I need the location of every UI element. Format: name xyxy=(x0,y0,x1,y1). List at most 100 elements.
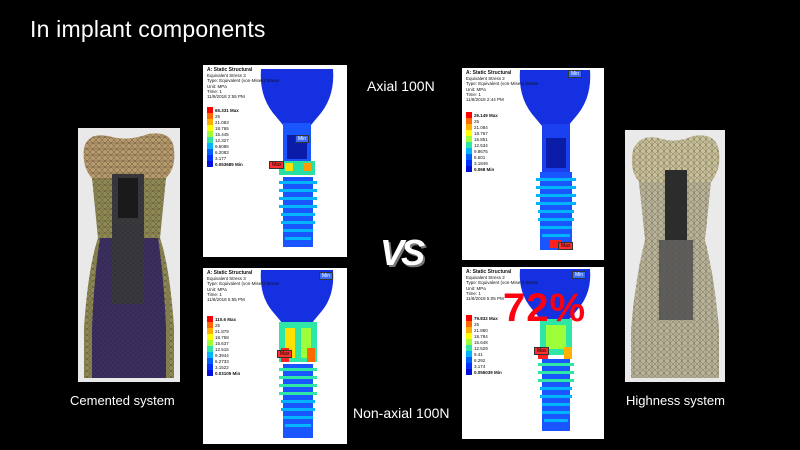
min-tag: Min xyxy=(568,70,583,78)
legend-row: 21.879 xyxy=(207,328,247,334)
legend-value: 3.1522 xyxy=(215,364,229,370)
highness-system-caption: Highness system xyxy=(626,393,725,408)
header-line: A: Static Structural xyxy=(207,270,253,276)
header-line: Time: 1 xyxy=(207,291,222,297)
legend-max: 65.331 Max xyxy=(215,107,239,113)
legend-row: 15.851 xyxy=(466,136,506,142)
min-tag: Min xyxy=(319,272,334,280)
legend-value: 12.516 xyxy=(215,346,229,352)
legend-row: 0.03105 Min xyxy=(207,370,247,376)
legend-row: 25 xyxy=(466,321,506,327)
legend-value: 21.880 xyxy=(474,327,488,333)
legend-row: 0.056039 Min xyxy=(466,369,506,375)
legend-value: 25 xyxy=(215,113,221,119)
header-line: Time: 1 xyxy=(466,91,481,97)
legend-value: 12.327 xyxy=(215,137,229,143)
legend-max: 26.149 Max xyxy=(474,112,498,118)
legend-value: 6.501 xyxy=(474,154,486,160)
header-line: Unit: MPa xyxy=(466,86,486,92)
panel-header: A: Static Structural Equivalent Stress 2… xyxy=(466,70,539,103)
legend-value: 15.445 xyxy=(215,131,229,137)
legend-value: 21.084 xyxy=(474,124,488,130)
legend-row: 9.41 xyxy=(466,351,506,357)
legend-row: 65.331 Max xyxy=(207,107,247,113)
legend-row: 25 xyxy=(207,113,247,119)
legend-row: 12.529 xyxy=(466,345,506,351)
legend-row: 15.648 xyxy=(466,339,506,345)
header-line: Type: Equivalent (von-Mises) Stress xyxy=(466,81,539,87)
legend-value: 21.083 xyxy=(215,119,229,125)
legend-value: 25 xyxy=(474,321,480,327)
legend-value: 6.2083 xyxy=(215,149,229,155)
legend-value: 18.758 xyxy=(215,334,229,340)
legend-row: 79.832 Max xyxy=(466,315,506,321)
header-line: Unit: MPa xyxy=(207,286,227,292)
legend-value: 15.637 xyxy=(215,340,229,346)
min-tag: Min xyxy=(572,271,587,279)
max-tag: Max xyxy=(558,242,574,250)
legend-row: 3.177 xyxy=(207,155,247,161)
header-line: 11/8/2018 5:05 PM xyxy=(466,296,504,302)
stress-panel-nonaxial-highness: A: Static Structural Equivalent Stress 2… xyxy=(462,267,604,439)
legend-row: 25 xyxy=(466,118,506,124)
legend-row: 18.758 xyxy=(207,334,247,340)
panel-header: A: Static Structural Equivalent Stress 3… xyxy=(207,270,280,302)
vs-label: VS xyxy=(380,232,425,273)
legend-value: 6.292 xyxy=(474,357,486,363)
legend-row: 12.534 xyxy=(466,142,506,148)
legend-value: 9.41 xyxy=(474,351,483,357)
legend-value: 6.2733 xyxy=(215,358,229,364)
legend-max: 110.6 Max xyxy=(215,316,237,322)
header-line: Equivalent Stress 3 xyxy=(207,276,246,282)
legend-value: 3.1849 xyxy=(474,160,488,166)
stress-legend: 26.149 Max 25 21.084 18.767 15.851 12.53… xyxy=(466,112,506,172)
stress-legend: 65.331 Max 25 21.083 18.765 15.445 12.32… xyxy=(207,107,247,167)
legend-row: 9.3944 xyxy=(207,352,247,358)
implant-stress-plot xyxy=(260,69,334,247)
legend-min: 0.053685 Min xyxy=(215,161,243,167)
legend-row: 9.6086 xyxy=(207,143,247,149)
header-line: 11/8/2018 2:55 PM xyxy=(207,94,245,100)
legend-value: 12.529 xyxy=(474,345,488,351)
cemented-system-image xyxy=(78,128,180,382)
legend-row: 3.174 xyxy=(466,363,506,369)
legend-value: 25 xyxy=(474,118,480,124)
legend-value: 9.3944 xyxy=(215,352,229,358)
max-tag: Max xyxy=(277,350,293,358)
header-line: Type: Equivalent (von-Mises) Stress xyxy=(207,78,280,84)
legend-row: 21.083 xyxy=(207,119,247,125)
axial-load-label: Axial 100N xyxy=(367,78,435,94)
header-line: 11/8/2018 2:44 PM xyxy=(466,97,504,103)
legend-row: 12.516 xyxy=(207,346,247,352)
header-line: A: Static Structural xyxy=(207,67,253,73)
legend-min: 0.068 Min xyxy=(474,166,495,172)
legend-max: 79.832 Max xyxy=(474,315,498,321)
legend-row: 6.292 xyxy=(466,357,506,363)
non-axial-load-label: Non-axial 100N xyxy=(353,405,450,421)
legend-row: 6.501 xyxy=(466,154,506,160)
implant-stress-plot xyxy=(260,270,334,438)
legend-row: 12.327 xyxy=(207,137,247,143)
legend-row: 6.2733 xyxy=(207,358,247,364)
implant-stress-plot xyxy=(519,70,591,250)
stress-legend: 110.6 Max 25 21.879 18.758 15.637 12.516… xyxy=(207,316,247,376)
header-line: Type: Equivalent (von-Mises) Stress xyxy=(207,281,280,287)
legend-row: 15.637 xyxy=(207,340,247,346)
legend-value: 9.6086 xyxy=(215,143,229,149)
header-line: Equivalent Stress 3 xyxy=(207,73,246,79)
header-line: Unit: MPa xyxy=(466,285,486,291)
legend-min: 0.03105 Min xyxy=(215,370,241,376)
min-tag: Min xyxy=(295,135,310,143)
max-tag: Max xyxy=(534,347,550,355)
legend-row: 18.765 xyxy=(207,125,247,131)
legend-row: 3.1522 xyxy=(207,364,247,370)
stress-panel-axial-cemented: A: Static Structural Equivalent Stress 3… xyxy=(203,65,347,257)
legend-value: 15.648 xyxy=(474,339,488,345)
legend-row: 18.767 xyxy=(466,130,506,136)
legend-value: 18.784 xyxy=(474,333,488,339)
legend-row: 3.1849 xyxy=(466,160,506,166)
stress-panel-nonaxial-cemented: A: Static Structural Equivalent Stress 3… xyxy=(203,268,347,444)
legend-row: 0.068 Min xyxy=(466,166,506,172)
header-line: A: Static Structural xyxy=(466,269,512,275)
header-line: Equivalent Stress 2 xyxy=(466,275,505,281)
